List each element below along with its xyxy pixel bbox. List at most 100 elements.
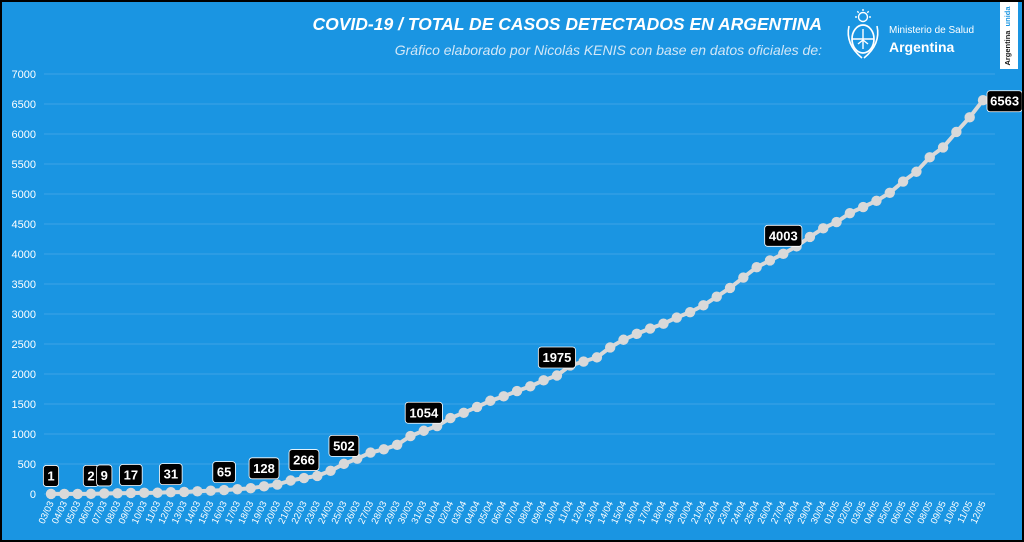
data-point (245, 482, 256, 494)
data-point (525, 381, 536, 392)
data-point (698, 300, 709, 311)
data-label-box (537, 346, 576, 369)
data-point (871, 195, 882, 206)
y-tick-label: 1000 (12, 429, 36, 441)
data-point (857, 201, 869, 213)
data-label-text: 31 (164, 467, 178, 482)
data-point (644, 323, 656, 334)
data-point (165, 486, 177, 498)
data-label: 6563 (986, 90, 1023, 113)
data-label: 65 (212, 461, 236, 484)
y-axis: 0 500 1000 1500 2000 2500 3000 3500 4000 4500 5000… (12, 69, 995, 501)
data-label-text: 9 (101, 468, 108, 483)
data-point (298, 472, 310, 484)
data-point (631, 328, 643, 340)
data-point (139, 487, 150, 499)
data-point (937, 142, 949, 153)
chart-title: COVID-19 / TOTAL DE CASOS DETECTADOS EN … (312, 14, 823, 34)
data-point (724, 282, 736, 294)
data-point (738, 272, 749, 283)
data-label: 4003 (764, 224, 803, 247)
data-label: 9 (96, 464, 113, 487)
y-tick-label: 1500 (12, 399, 36, 411)
data-label-box (96, 464, 113, 487)
data-point (272, 479, 283, 490)
country-name: Argentina (889, 39, 955, 55)
data-label-box (212, 461, 236, 484)
data-label-box (159, 463, 183, 486)
data-label-text: 2 (87, 468, 94, 483)
data-label-text: 17 (124, 467, 138, 482)
data-point (764, 255, 776, 266)
data-point (658, 318, 669, 329)
data-point (232, 484, 243, 495)
data-label-box (288, 449, 320, 471)
data-point (72, 488, 83, 500)
data-point (778, 248, 789, 260)
data-point (831, 216, 842, 228)
data-label-text: 1054 (409, 405, 439, 420)
data-point (445, 412, 456, 424)
y-tick-label: 2000 (12, 369, 36, 381)
data-point (684, 306, 696, 318)
argentina-unida-badge: Argentina unida (1000, 2, 1018, 69)
data-label: 17 (119, 464, 143, 486)
data-label-text: 6563 (990, 94, 1019, 109)
data-point (964, 112, 975, 123)
data-label: 1975 (537, 346, 576, 369)
data-point (884, 187, 895, 198)
data-point (897, 176, 909, 187)
data-label-text: 1 (47, 468, 54, 483)
badge-text: Argentina unida (1003, 6, 1012, 66)
data-point (312, 470, 323, 482)
y-tick-label: 5500 (12, 159, 36, 171)
data-label-text: 1975 (542, 350, 571, 365)
badge-background (1000, 2, 1018, 69)
y-tick-label: 4000 (12, 249, 36, 261)
data-point (378, 444, 390, 455)
data-point (551, 370, 563, 381)
data-point (125, 487, 137, 499)
data-point (671, 312, 682, 323)
data-point (391, 439, 403, 450)
data-point (804, 231, 816, 243)
x-axis: 03/0304/0305/0306/0307/0308/0309/0310/03… (37, 500, 989, 526)
data-point (258, 481, 270, 492)
data-label: 1054 (404, 401, 443, 424)
y-tick-label: 6500 (12, 99, 36, 111)
data-point (818, 223, 829, 234)
data-point (951, 126, 962, 138)
y-tick-label: 500 (18, 459, 36, 471)
data-label-box (248, 457, 280, 480)
data-point (511, 385, 523, 397)
y-tick-label: 0 (30, 489, 36, 501)
data-point (365, 447, 376, 458)
y-tick-label: 2500 (12, 339, 36, 351)
y-tick-label: 3500 (12, 279, 36, 291)
badge-word-argentina: Argentina (1003, 30, 1012, 66)
data-point (85, 488, 97, 500)
data-point (711, 291, 722, 302)
data-label: 502 (328, 434, 360, 457)
data-point (418, 425, 429, 436)
data-point (458, 407, 469, 419)
data-point (325, 465, 336, 476)
data-label-text: 502 (333, 438, 355, 453)
data-point (498, 391, 509, 402)
data-point (578, 356, 589, 367)
data-label-box (764, 224, 803, 247)
data-point (538, 375, 549, 386)
data-point (605, 342, 616, 353)
data-label-box (328, 434, 360, 457)
data-point (192, 486, 203, 497)
data-label-text: 4003 (769, 228, 798, 243)
data-label: 266 (288, 449, 320, 471)
y-tick-label: 4500 (12, 219, 36, 231)
data-label: 31 (159, 463, 183, 486)
data-point (112, 488, 123, 499)
data-point (285, 475, 296, 486)
data-point (99, 488, 110, 499)
data-points (45, 95, 989, 500)
data-label-text: 65 (217, 465, 231, 480)
data-point (45, 488, 57, 500)
